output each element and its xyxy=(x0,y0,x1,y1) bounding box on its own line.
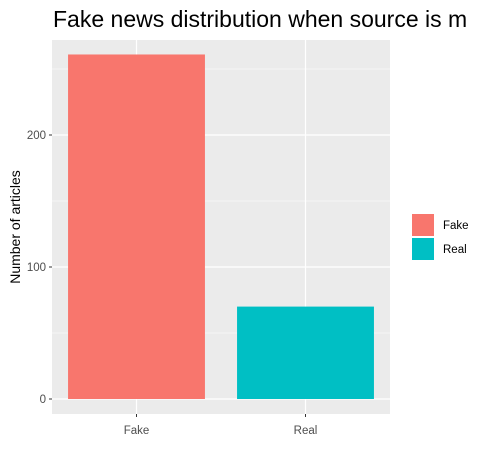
legend: Fake Real xyxy=(412,214,469,260)
y-tick-label: 200 xyxy=(27,130,46,142)
chart-title: Fake news distribution when source is m xyxy=(53,6,467,32)
bar-fake xyxy=(68,54,205,399)
legend-label: Real xyxy=(443,244,467,256)
x-axis: Fake Real xyxy=(124,414,318,437)
y-tick-label: 0 xyxy=(40,394,46,406)
bars xyxy=(68,54,374,399)
y-axis: 0 100 200 xyxy=(27,130,52,406)
y-tick-label: 100 xyxy=(27,262,46,274)
legend-label: Fake xyxy=(443,220,469,232)
bar-real xyxy=(237,306,374,399)
x-tick-label: Fake xyxy=(124,425,150,437)
x-tick-label: Real xyxy=(294,425,318,437)
y-axis-title: Number of articles xyxy=(7,170,23,284)
legend-key-fake xyxy=(412,214,434,236)
plot-panel xyxy=(52,40,390,414)
legend-key-real xyxy=(412,238,434,260)
